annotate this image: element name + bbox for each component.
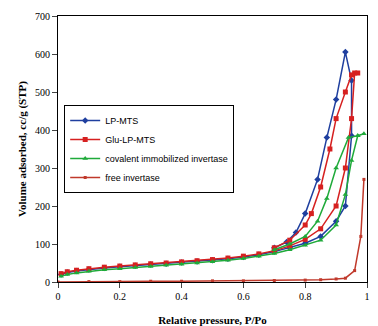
svg-text:200: 200: [35, 201, 50, 212]
svg-text:covalent immobilized invertase: covalent immobilized invertase: [105, 154, 228, 164]
svg-text:LP-MTS: LP-MTS: [105, 116, 138, 126]
svg-text:free invertase: free invertase: [105, 173, 160, 183]
svg-text:0: 0: [45, 277, 50, 288]
svg-text:0.2: 0.2: [114, 291, 127, 302]
svg-text:Glu-LP-MTS: Glu-LP-MTS: [105, 135, 155, 145]
svg-text:700: 700: [35, 11, 50, 22]
svg-text:400: 400: [35, 125, 50, 136]
svg-text:300: 300: [35, 163, 50, 174]
svg-text:500: 500: [35, 87, 50, 98]
svg-text:600: 600: [35, 49, 50, 60]
svg-text:Volume adsorbed, cc/g (STP): Volume adsorbed, cc/g (STP): [16, 81, 29, 217]
svg-text:100: 100: [35, 239, 50, 250]
svg-text:1: 1: [365, 291, 370, 302]
svg-text:Relative pressure, P/Po: Relative pressure, P/Po: [158, 314, 267, 326]
svg-text:0.6: 0.6: [237, 291, 250, 302]
svg-text:0.8: 0.8: [299, 291, 312, 302]
svg-text:0: 0: [56, 291, 61, 302]
svg-text:0.4: 0.4: [175, 291, 188, 302]
